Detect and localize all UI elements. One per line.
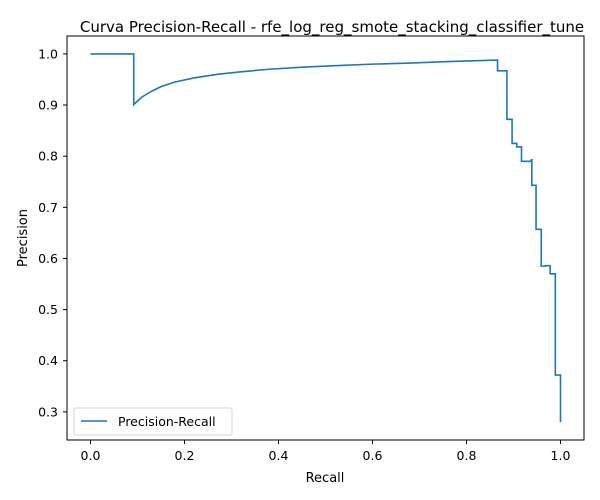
x-tick-label: 1.0 [551, 448, 571, 463]
y-tick-label: 0.4 [38, 353, 58, 368]
legend-label: Precision-Recall [118, 414, 216, 429]
y-tick-label: 0.5 [38, 302, 58, 317]
y-tick-label: 0.3 [38, 404, 58, 419]
x-tick-label: 0.4 [269, 448, 289, 463]
series-line-precision-recall [90, 53, 562, 423]
x-tick-label: 0.2 [175, 448, 195, 463]
chart-title: Curva Precision-Recall - rfe_log_reg_smo… [80, 18, 584, 37]
x-tick-label: 0.8 [457, 448, 477, 463]
y-axis-label: Precision [16, 209, 31, 267]
y-tick-label: 1.0 [38, 46, 58, 61]
y-tick-label: 0.9 [38, 98, 58, 113]
x-tick-label: 0.6 [363, 448, 383, 463]
x-tick-label: 0.0 [81, 448, 101, 463]
legend-box [73, 407, 233, 436]
x-axis-label: Recall [306, 471, 345, 486]
y-tick-label: 0.7 [38, 200, 58, 215]
plot-area-frame [66, 35, 585, 441]
y-tick-label: 0.6 [38, 251, 58, 266]
y-tick-label: 0.8 [38, 149, 58, 164]
legend: Precision-Recall [73, 407, 233, 436]
y-axis-ticks: 0.3 0.4 0.5 0.6 0.7 0.8 0.9 1.0 [38, 46, 67, 419]
x-axis-ticks: 0.0 0.2 0.4 0.6 0.8 1.0 [81, 440, 571, 463]
